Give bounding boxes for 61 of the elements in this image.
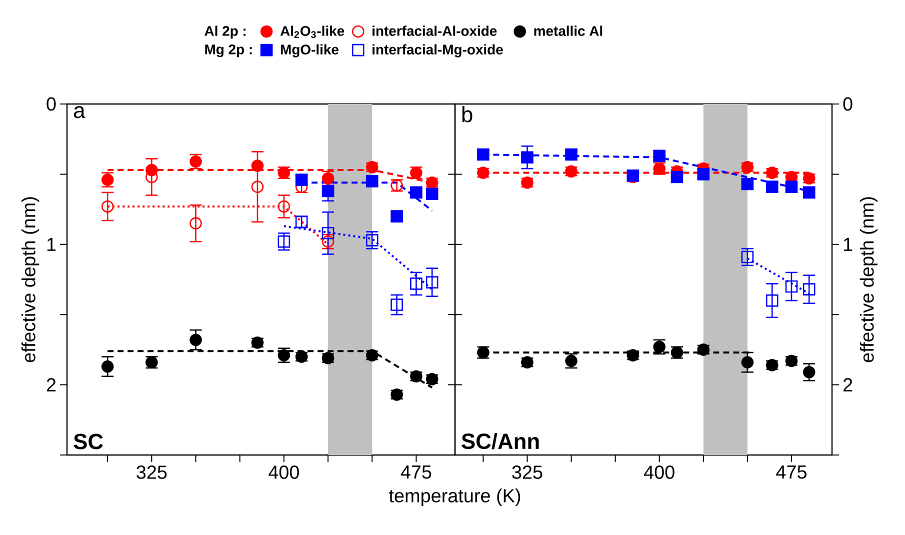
point [366,234,378,246]
legend-label: metallic Al [534,26,602,36]
legend-label: Al$_{2}$O$_{3}$-like [280,26,344,38]
point [410,186,422,199]
point [278,235,290,248]
point [802,366,816,378]
point [251,160,264,172]
y-tick-label: 1 [47,238,56,251]
x-tick-label: 475 [400,466,432,479]
x-tick-label: 400 [644,466,674,479]
point [477,148,490,161]
point [785,280,798,293]
point [670,170,684,184]
x-tick-label: 325 [512,466,542,479]
point [741,250,754,264]
legend-label: interfacial-Al-oxide [372,26,497,36]
y-tick-label: 0 [46,97,56,111]
point [741,356,754,368]
y2-tick-label: 2 [843,378,852,392]
legend-label: MgO-like [281,44,338,58]
point [322,184,334,198]
point [390,298,403,311]
annotation: b [462,106,472,122]
point [366,175,378,188]
annotation: SC [74,434,103,450]
legend-label: interfacial-Mg-oxide [372,44,503,58]
point [766,180,778,193]
point [295,174,308,186]
y2-tick-label: 1 [844,238,852,251]
point [785,180,798,193]
point [426,276,438,288]
annotation: a [74,106,86,118]
point [251,180,264,193]
point [190,217,202,230]
y-tick-label: 2 [46,378,56,392]
annotation: SC/Ann [462,432,539,450]
point [653,150,666,162]
text: Al 2p : [204,26,246,39]
x-tick-label: 325 [136,466,167,479]
y2-axis-title: effective depth (nm) [860,197,878,362]
point [697,168,710,180]
point [565,148,578,161]
x-axis-title: temperature (K) [389,488,520,506]
point [766,294,778,307]
y-axis-title: effective depth (nm) [21,197,40,362]
x-tick-label: 475 [776,466,806,479]
y2-tick-label: 0 [843,97,852,111]
x-tick-label: 400 [268,466,299,479]
point [802,283,816,296]
text: Mg 2p : [205,44,252,58]
point [426,188,438,200]
point [278,200,290,213]
point [190,334,202,346]
point [521,151,534,164]
point [101,360,114,373]
point [322,227,334,240]
point [410,278,422,290]
point [101,200,114,213]
point [741,178,754,190]
point [802,186,816,199]
point [390,210,403,222]
